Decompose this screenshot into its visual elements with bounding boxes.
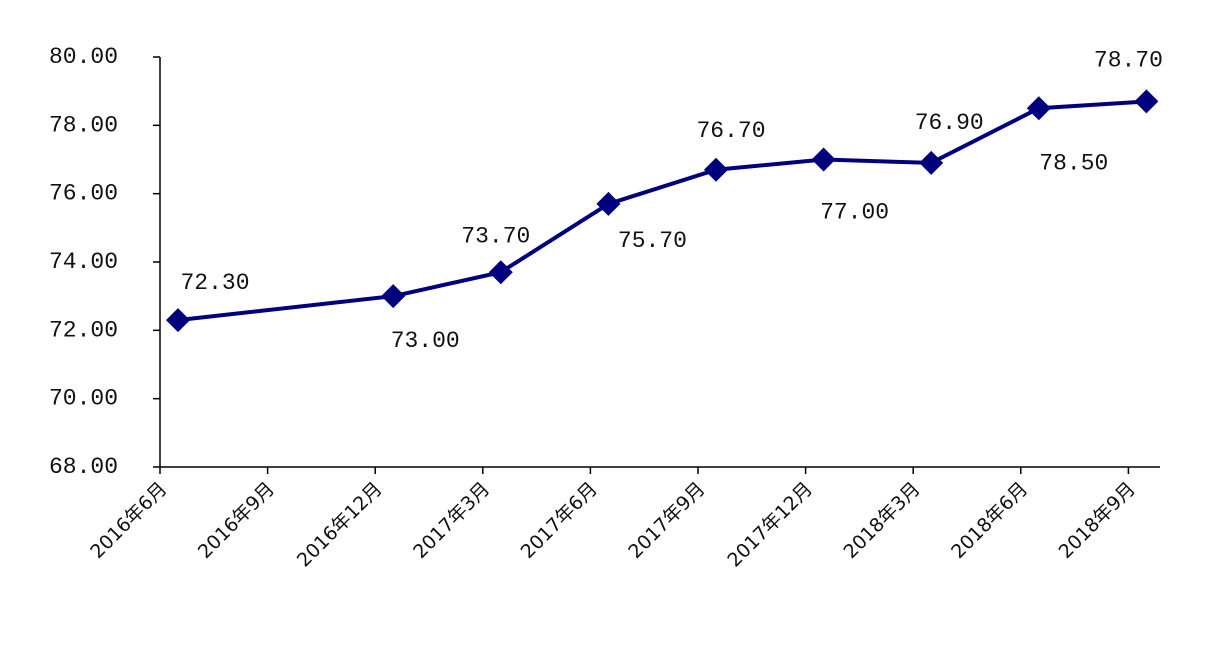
data-label: 78.70 [1094, 47, 1163, 73]
y-tick-label: 76.00 [49, 181, 118, 207]
data-label: 75.70 [618, 228, 687, 254]
series-line [392, 99, 1147, 299]
x-tick-label: 2018年6月 [947, 478, 1032, 563]
gap-connector [177, 294, 394, 323]
marker [1026, 96, 1051, 121]
x-tick-label: 2017年3月 [409, 478, 494, 563]
data-label: 78.50 [1039, 150, 1108, 176]
y-tick-label: 70.00 [49, 386, 118, 412]
data-label: 72.30 [180, 270, 249, 296]
marker [166, 308, 190, 333]
x-tick-label: 2017年12月 [723, 478, 817, 572]
data-label: 73.00 [391, 328, 460, 354]
data-label: 77.00 [820, 200, 889, 226]
x-tick-label: 2017年6月 [517, 478, 602, 563]
y-tick-label: 80.00 [49, 44, 118, 70]
x-tick-label: 2016年9月 [194, 478, 279, 563]
marker [1134, 89, 1159, 114]
x-tick-label: 2018年3月 [839, 478, 924, 563]
marker [704, 157, 728, 182]
marker [488, 260, 513, 285]
x-tick-label: 2016年6月 [86, 478, 171, 563]
x-tick-label: 2017年9月 [624, 478, 709, 563]
y-tick-label: 74.00 [49, 249, 118, 275]
marker [811, 147, 836, 172]
marker [596, 191, 621, 216]
x-tick-label: 2018年9月 [1055, 478, 1140, 563]
y-tick-label: 78.00 [49, 112, 118, 138]
marker [381, 284, 406, 309]
y-tick-label: 68.00 [49, 454, 118, 480]
data-label: 76.70 [696, 118, 765, 144]
data-label: 76.90 [915, 110, 984, 136]
marker [919, 150, 944, 175]
x-tick-label: 2016年12月 [293, 478, 387, 572]
data-label: 73.70 [461, 223, 530, 249]
y-tick-label: 72.00 [49, 317, 118, 343]
